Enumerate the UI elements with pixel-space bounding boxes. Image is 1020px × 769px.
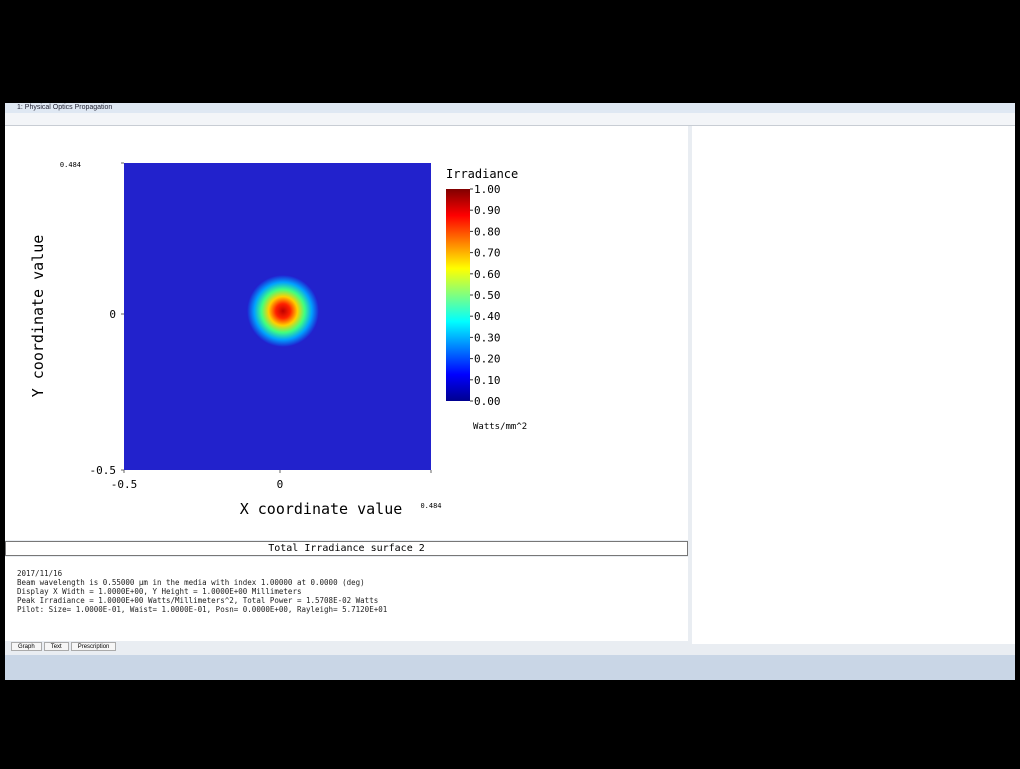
y-tick-label: -0.5 <box>90 464 117 477</box>
x-tick-label: 0.484 <box>420 502 441 510</box>
side-pane <box>692 126 1015 644</box>
toolbar <box>5 113 1015 126</box>
colorbar-tick-label: 0.90 <box>474 204 501 217</box>
colorbar-tick-label: 1.00 <box>474 183 501 196</box>
text-panel: 2017/11/16 Beam wavelength is 0.55000 µm … <box>5 557 688 641</box>
taskbar <box>5 655 1015 680</box>
colorbar <box>446 189 470 401</box>
colorbar-tick-label: 0.20 <box>474 353 501 366</box>
app-window: 1: Physical Optics Propagation X coordin… <box>5 103 1015 680</box>
text-line: Display X Width = 1.0000E+00, Y Height =… <box>17 587 302 596</box>
y-tick-label: 0 <box>109 308 116 321</box>
tab[interactable]: Graph <box>11 642 42 651</box>
text-line: Peak Irradiance = 1.0000E+00 Watts/Milli… <box>17 596 379 605</box>
colorbar-tick-label: 0.70 <box>474 247 501 260</box>
colorbar-tick-label: 0.00 <box>474 395 501 408</box>
colorbar-unit: Watts/mm^2 <box>473 422 527 432</box>
plot: X coordinate value Y coordinate value Ir… <box>29 161 527 518</box>
plot-pane: X coordinate value Y coordinate value Ir… <box>5 126 688 540</box>
colorbar-tick-label: 0.60 <box>474 268 501 281</box>
colorbar-tick-label: 0.10 <box>474 374 501 387</box>
colorbar-tick-label: 0.80 <box>474 225 501 238</box>
tab[interactable]: Text <box>43 642 69 651</box>
y-tick-label: 0.484 <box>60 161 81 169</box>
text-line: Beam wavelength is 0.55000 µm in the med… <box>17 578 365 587</box>
colorbar-tick-label: 0.30 <box>474 331 501 344</box>
x-axis-label: X coordinate value <box>240 500 403 518</box>
text-line: 2017/11/16 <box>17 569 63 578</box>
colorbar-tick-label: 0.40 <box>474 310 501 323</box>
text-panel-title: Total Irradiance surface 2 <box>5 541 688 556</box>
beam-spot <box>247 275 319 347</box>
colorbar-tick-label: 0.50 <box>474 289 501 302</box>
text-line: Pilot: Size= 1.0000E-01, Waist= 1.0000E-… <box>17 605 388 614</box>
title-bar: 1: Physical Optics Propagation <box>5 103 1015 113</box>
tab-bar: Graph Text Prescription <box>5 642 694 654</box>
x-tick-label: 0 <box>277 478 284 491</box>
tab[interactable]: Prescription <box>70 642 117 651</box>
colorbar-title: Irradiance <box>446 167 518 181</box>
y-axis-label: Y coordinate value <box>29 235 47 398</box>
x-tick-label: -0.5 <box>111 478 138 491</box>
